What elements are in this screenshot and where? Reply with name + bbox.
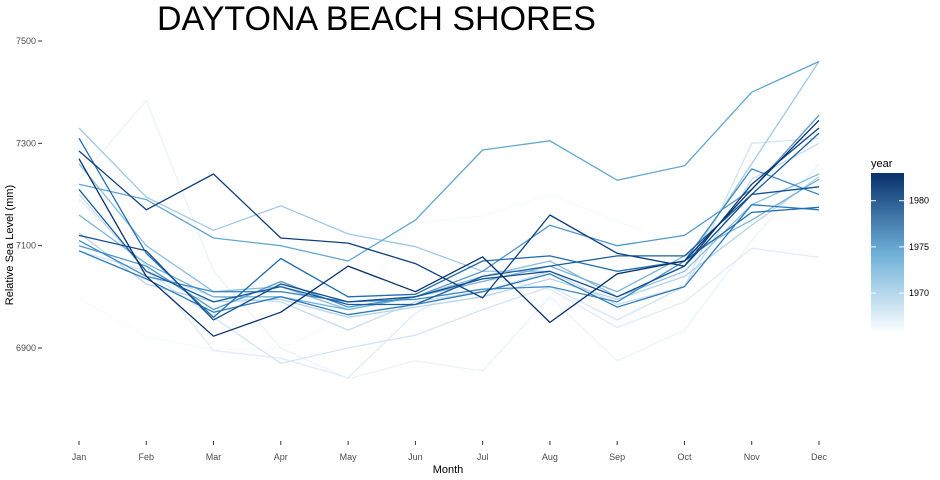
- series-line-1983: [78, 119, 820, 337]
- series-line-1980: [78, 132, 820, 306]
- legend-tick-label: 1975: [909, 242, 929, 252]
- x-tick-label: Nov: [744, 452, 761, 462]
- series-line-1969: [78, 137, 820, 365]
- y-tick-label: 7500: [16, 36, 36, 46]
- y-axis-title: Relative Sea Level (mm): [4, 185, 16, 305]
- x-tick-label: Dec: [811, 452, 828, 462]
- x-tick-label: Apr: [274, 452, 288, 462]
- series-line-1972: [78, 61, 820, 298]
- y-axis: 6900 7100 7300 7500: [16, 36, 42, 353]
- series-line-1973: [78, 163, 820, 311]
- chart-title: DAYTONA BEACH SHORES: [157, 0, 596, 38]
- legend-title: year: [871, 158, 893, 170]
- series-line-1971: [78, 176, 820, 318]
- x-tick-label: Oct: [677, 452, 692, 462]
- series-line-1976: [78, 114, 820, 311]
- x-tick-label: May: [340, 452, 358, 462]
- y-tick-label: 7100: [16, 241, 36, 251]
- legend-ticks: 1970 1975 1980: [871, 196, 929, 298]
- x-tick-label: Aug: [542, 452, 558, 462]
- series-lines: [78, 60, 820, 380]
- x-tick-label: Jul: [477, 452, 489, 462]
- series-line-1970: [78, 142, 820, 331]
- legend-tick-label: 1970: [909, 288, 929, 298]
- series-line-1966: [78, 147, 820, 351]
- legend-tick-label: 1980: [909, 196, 929, 206]
- color-legend: year 1970 1975 1980: [871, 158, 929, 330]
- series-line-1967: [78, 99, 820, 380]
- series-line-1975: [78, 60, 820, 262]
- x-tick-label: Jun: [408, 452, 423, 462]
- x-axis-title: Month: [433, 464, 464, 476]
- x-tick-label: Feb: [139, 452, 155, 462]
- series-line-1982: [78, 127, 820, 299]
- x-tick-label: Sep: [609, 452, 625, 462]
- x-axis: Jan Feb Mar Apr May Jun Jul Aug Sep Oct Nov Dec: [72, 441, 828, 462]
- series-line-1981: [78, 186, 820, 321]
- legend-colorbar: [871, 173, 904, 330]
- y-tick-label: 6900: [16, 343, 36, 353]
- x-tick-label: Jan: [72, 452, 87, 462]
- y-tick-label: 7300: [16, 138, 36, 148]
- x-tick-label: Mar: [206, 452, 222, 462]
